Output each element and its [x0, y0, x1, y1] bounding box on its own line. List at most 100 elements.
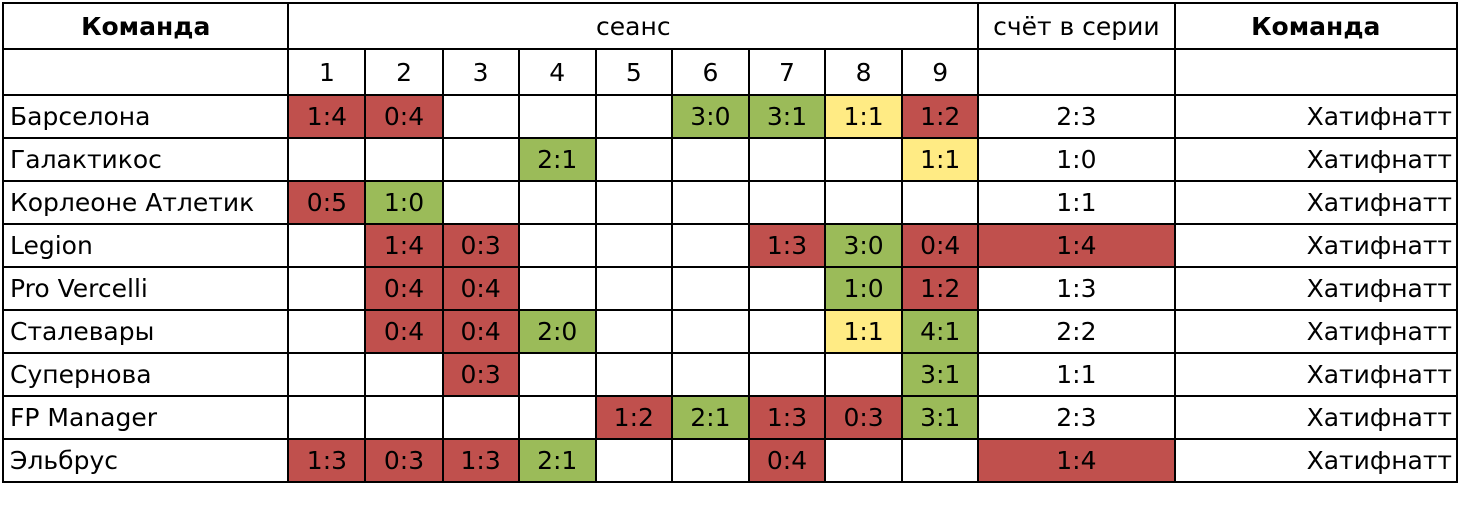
session-score-cell: 1:0: [824, 266, 904, 311]
opponent-name: Хатифнатт: [1173, 352, 1459, 397]
session-score-cell: [670, 438, 750, 483]
header-row: Команда сеанс счёт в серии Команда: [1, 2, 1459, 50]
session-number-9: 9: [901, 48, 980, 96]
session-score-cell: 0:4: [747, 438, 827, 483]
session-score-cell: [824, 438, 904, 483]
table-row: Супернова 0:3 3:1 1:1 Хатифнатт: [1, 352, 1459, 397]
session-score-cell: 1:2: [901, 266, 980, 311]
session-score-cell: 0:4: [364, 266, 444, 311]
team-column-header: Команда: [1, 2, 290, 50]
session-score-cell: [901, 180, 980, 225]
session-number-2: 2: [364, 48, 444, 96]
series-score-cell: 1:1: [977, 180, 1176, 225]
session-score-cell: 0:4: [364, 309, 444, 354]
session-score-cell: 2:1: [670, 395, 750, 440]
session-score-cell: 0:4: [441, 266, 520, 311]
session-score-cell: 3:1: [901, 352, 980, 397]
session-score-cell: [747, 180, 827, 225]
session-number-6: 6: [670, 48, 750, 96]
session-score-cell: [441, 180, 520, 225]
session-score-cell: [901, 438, 980, 483]
team-name: Корлеоне Атлетик: [1, 180, 290, 225]
empty-series-header-cell: [977, 48, 1176, 96]
session-score-cell: 3:1: [901, 395, 980, 440]
session-score-cell: [287, 309, 367, 354]
session-score-cell: [517, 266, 597, 311]
session-score-cell: [594, 438, 673, 483]
session-score-cell: 2:1: [517, 438, 597, 483]
session-score-cell: 0:4: [901, 223, 980, 268]
team-name: Эльбрус: [1, 438, 290, 483]
series-score-cell: 1:1: [977, 352, 1176, 397]
series-score-cell: 1:3: [977, 266, 1176, 311]
session-header: сеанс: [287, 2, 980, 50]
session-score-cell: 1:3: [747, 395, 827, 440]
opponent-name: Хатифнатт: [1173, 266, 1459, 311]
session-score-cell: [517, 395, 597, 440]
series-score-cell: 2:3: [977, 94, 1176, 139]
session-score-cell: 0:5: [287, 180, 367, 225]
session-score-cell: [287, 266, 367, 311]
session-score-cell: 3:1: [747, 94, 827, 139]
session-score-cell: [824, 180, 904, 225]
session-score-cell: 0:3: [441, 352, 520, 397]
session-score-cell: [287, 223, 367, 268]
session-score-cell: [517, 180, 597, 225]
session-score-cell: [594, 94, 673, 139]
session-score-cell: [287, 352, 367, 397]
session-score-cell: [670, 352, 750, 397]
empty-opponent-header-cell: [1173, 48, 1459, 96]
session-number-5: 5: [594, 48, 673, 96]
team-name: Галактикос: [1, 137, 290, 182]
session-score-cell: 1:2: [594, 395, 673, 440]
session-score-cell: 1:3: [747, 223, 827, 268]
session-score-cell: 0:4: [364, 94, 444, 139]
team-name: Супернова: [1, 352, 290, 397]
table-row: Эльбрус 1:3 0:3 1:3 2:1 0:4 1:4 Хатифнатт: [1, 438, 1459, 483]
team-name: Сталевары: [1, 309, 290, 354]
team-name: FP Manager: [1, 395, 290, 440]
session-score-cell: [364, 395, 444, 440]
opponent-column-header: Команда: [1173, 2, 1459, 50]
session-score-cell: [670, 137, 750, 182]
session-score-cell: [441, 395, 520, 440]
session-score-cell: 3:0: [824, 223, 904, 268]
session-score-cell: [670, 223, 750, 268]
session-score-cell: [517, 352, 597, 397]
series-score-cell: 1:4: [977, 438, 1176, 483]
session-score-cell: [670, 180, 750, 225]
session-score-cell: 2:0: [517, 309, 597, 354]
series-score-header: счёт в серии: [977, 2, 1176, 50]
opponent-name: Хатифнатт: [1173, 395, 1459, 440]
table-row: Сталевары 0:4 0:4 2:0 1:1 4:1 2:2 Хатифнатт: [1, 309, 1459, 354]
session-score-cell: 0:3: [441, 223, 520, 268]
session-number-3: 3: [441, 48, 520, 96]
session-score-cell: [364, 352, 444, 397]
session-score-cell: [747, 266, 827, 311]
session-score-cell: 4:1: [901, 309, 980, 354]
session-score-cell: 2:1: [517, 137, 597, 182]
session-score-cell: 1:3: [441, 438, 520, 483]
session-score-cell: [747, 352, 827, 397]
opponent-name: Хатифнатт: [1173, 223, 1459, 268]
opponent-name: Хатифнатт: [1173, 180, 1459, 225]
session-score-cell: 1:2: [901, 94, 980, 139]
session-number-1: 1: [287, 48, 367, 96]
table-row: FP Manager 1:2 2:1 1:3 0:3 3:1 2:3 Хатифнатт: [1, 395, 1459, 440]
session-score-cell: [824, 137, 904, 182]
session-score-cell: 1:0: [364, 180, 444, 225]
session-score-cell: [594, 266, 673, 311]
team-name: Pro Vercelli: [1, 266, 290, 311]
opponent-name: Хатифнатт: [1173, 438, 1459, 483]
table-row: Галактикос 2:1 1:1 1:0 Хатифнатт: [1, 137, 1459, 182]
session-score-cell: 0:3: [364, 438, 444, 483]
opponent-name: Хатифнатт: [1173, 309, 1459, 354]
session-score-cell: 1:1: [824, 309, 904, 354]
session-score-cell: [670, 266, 750, 311]
session-score-cell: [594, 352, 673, 397]
session-score-cell: [441, 94, 520, 139]
team-name: Legion: [1, 223, 290, 268]
session-score-cell: [517, 94, 597, 139]
